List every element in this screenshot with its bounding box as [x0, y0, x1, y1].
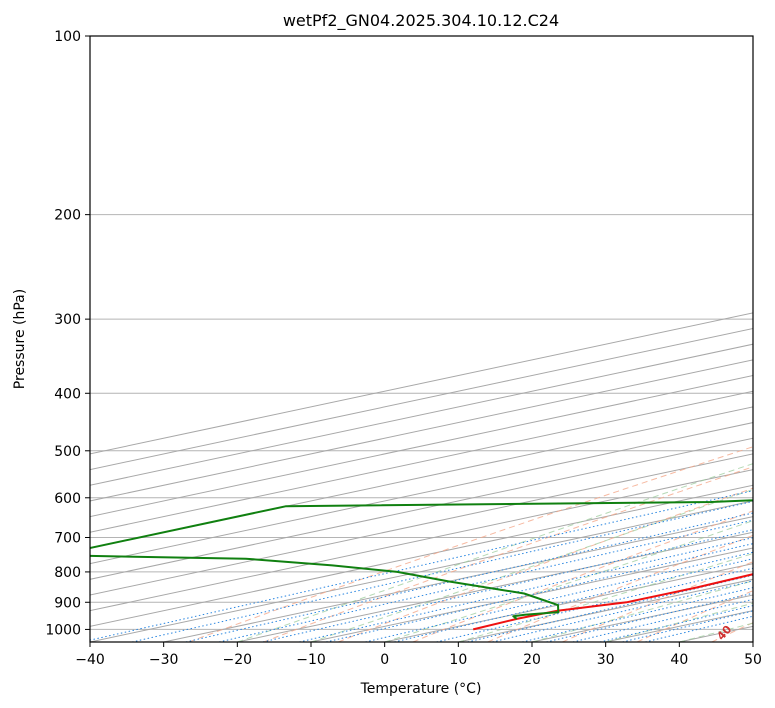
x-tick-label: 30 — [597, 652, 615, 668]
y-axis-title: Pressure (hPa) — [12, 289, 28, 389]
x-tick-label: 10 — [449, 652, 467, 668]
mixing-ratio-line — [467, 574, 753, 642]
isotherm-line — [237, 531, 753, 642]
dry-adiabat-line — [636, 590, 753, 642]
sounding-lines — [90, 499, 753, 631]
mixing-ratio-line — [325, 543, 753, 642]
isotherm-line — [90, 328, 753, 471]
plot-frame — [89, 35, 754, 643]
isotherm-line — [90, 469, 753, 612]
mixing-ratio-line — [185, 512, 753, 642]
isotherm-line — [90, 422, 753, 565]
chart-title: wetPf2_GN04.2025.304.10.12.C24 — [283, 11, 559, 31]
y-tick-label: 300 — [54, 312, 81, 328]
isotherm-line — [90, 484, 753, 627]
moist-adiabat-line — [458, 552, 753, 642]
moist-adiabat-line — [237, 463, 753, 642]
dry-adiabat-line — [188, 446, 753, 642]
y-tick-label: 900 — [54, 595, 81, 611]
x-tick-label: 40 — [670, 652, 688, 668]
mixing-ratio-line — [492, 580, 753, 642]
mixing-ratio-line — [365, 551, 753, 642]
y-tick-label: 1000 — [45, 622, 81, 638]
temperature-profile-line — [472, 573, 753, 631]
isotherm-line — [90, 500, 753, 642]
y-tick-label: 700 — [54, 531, 81, 547]
mixing-ratio-line — [299, 537, 753, 642]
x-tick-label: 20 — [523, 652, 541, 668]
x-tick-label: −30 — [149, 652, 179, 668]
moist-adiabat-line — [531, 580, 753, 642]
y-tick-label: 100 — [54, 29, 81, 45]
x-tick-label: 0 — [380, 652, 389, 668]
x-tick-label: −10 — [296, 652, 326, 668]
isotherm-line — [90, 437, 753, 580]
mixing-ratio-line — [394, 558, 753, 642]
isotherm-line — [90, 453, 753, 596]
y-tick-label: 200 — [54, 208, 81, 224]
isotherm-line — [163, 516, 753, 642]
x-tick-label: −40 — [75, 652, 105, 668]
x-axis-title: Temperature (°C) — [360, 681, 482, 697]
dry-adiabat-line — [412, 510, 753, 642]
isotherm-line — [90, 312, 753, 455]
y-tick-label: 400 — [54, 386, 81, 402]
y-tick-label: 500 — [54, 444, 81, 460]
x-tick-label: 50 — [744, 652, 762, 668]
moist-adiabat-line — [384, 520, 753, 642]
axes: −40 −30 −20 −10 0 10 20 30 40 50 1000 900 800 700 600 5… — [45, 29, 762, 668]
mixing-ratio-line — [90, 490, 753, 641]
x-tick-label: −20 — [223, 652, 253, 668]
y-tick-label: 800 — [54, 565, 81, 581]
dewpoint-profile-line — [90, 499, 753, 620]
mixing-ratio-line — [436, 567, 753, 642]
y-tick-label: 600 — [54, 491, 81, 507]
